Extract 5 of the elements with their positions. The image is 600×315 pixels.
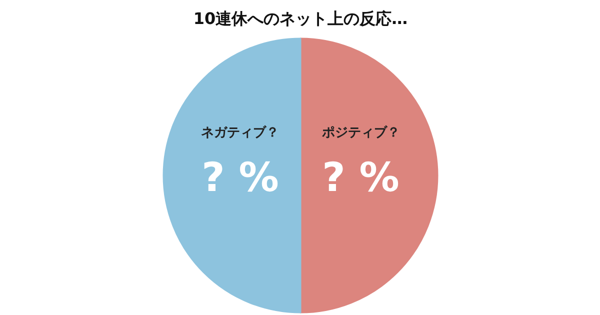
data-label: ? %: [322, 155, 400, 202]
slice-label: ポジティブ？: [320, 124, 400, 141]
slice-label: ネガティブ？: [201, 124, 280, 141]
chart-title: 10連休へのネット上の反応…: [193, 9, 408, 28]
data-label: ? %: [202, 155, 279, 202]
